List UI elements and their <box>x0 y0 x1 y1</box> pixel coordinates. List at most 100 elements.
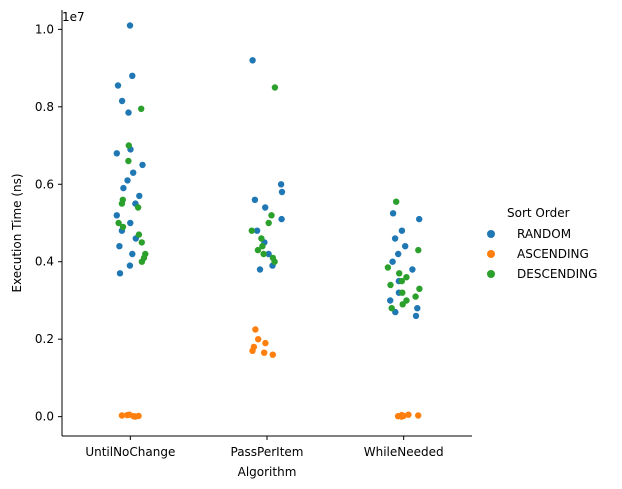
data-point-descending <box>398 277 405 285</box>
data-point-descending <box>118 200 126 207</box>
data-point-random <box>136 192 143 200</box>
data-point-descending <box>403 274 410 281</box>
data-point-random <box>391 235 399 242</box>
data-point-ascending <box>415 412 422 419</box>
data-point-random <box>262 204 269 211</box>
data-point-random <box>398 227 406 234</box>
data-point-random <box>389 210 397 217</box>
legend-marker-descending <box>487 270 495 278</box>
data-point-random <box>412 312 420 320</box>
data-point-descending <box>271 258 278 265</box>
data-point-random <box>116 270 124 277</box>
data-point-random <box>278 215 285 223</box>
legend-entries: RANDOM ASCENDING DESCENDING <box>487 227 597 281</box>
data-point-random <box>265 250 272 258</box>
data-point-random <box>414 305 421 312</box>
data-point-random <box>125 109 132 116</box>
data-point-descending <box>396 270 403 277</box>
x-tick-label: WhileNeeded <box>364 445 444 459</box>
legend: Sort Order RANDOM ASCENDING DESCENDING <box>487 206 597 281</box>
data-point-random <box>277 181 285 188</box>
data-point-descending <box>268 212 275 219</box>
legend-marker-random <box>487 230 495 238</box>
data-point-ascending <box>269 351 276 358</box>
y-tick-label: 1.0 <box>35 22 54 36</box>
data-point-random <box>409 266 416 273</box>
data-point-random <box>251 196 259 203</box>
data-point-random <box>256 266 264 273</box>
data-point-random <box>129 250 136 258</box>
data-point-descending <box>254 246 262 254</box>
data-point-descending <box>135 231 143 238</box>
data-point-random <box>124 177 131 184</box>
legend-label-ascending: ASCENDING <box>517 247 589 261</box>
data-point-random <box>127 219 134 227</box>
x-tick-label: UntilNoChange <box>85 445 175 459</box>
legend-title: Sort Order <box>507 206 570 220</box>
data-point-random <box>402 243 409 250</box>
legend-label-random: RANDOM <box>517 227 571 241</box>
x-ticks: UntilNoChange PassPerItem WhileNeeded <box>85 436 444 459</box>
data-point-random <box>113 212 121 219</box>
data-point-descending <box>416 285 423 292</box>
data-point-descending <box>138 258 146 265</box>
data-point-random <box>395 250 402 258</box>
y-tick-label: 0.6 <box>35 177 54 191</box>
data-point-ascending <box>261 349 268 356</box>
data-point-descending <box>260 250 267 258</box>
data-point-descending <box>412 293 419 300</box>
data-point-random <box>139 161 146 169</box>
data-point-descending <box>393 198 400 205</box>
data-point-descending <box>415 246 422 254</box>
data-point-descending <box>259 243 266 250</box>
data-point-descending <box>138 239 145 246</box>
data-point-random <box>130 169 137 176</box>
data-point-random <box>116 243 123 250</box>
data-point-descending <box>388 305 395 312</box>
data-point-ascending <box>405 411 412 418</box>
data-point-descending <box>258 235 265 242</box>
data-point-random <box>249 57 256 64</box>
data-point-random <box>114 82 122 89</box>
data-point-random <box>387 297 394 304</box>
data-point-descending <box>125 142 132 149</box>
data-point-ascending <box>262 339 269 347</box>
data-point-descending <box>271 84 279 91</box>
y-ticks: 0.0 0.2 0.4 0.6 0.8 1.0 <box>35 22 62 424</box>
y-axis-label: Execution Time (ns) <box>10 173 24 292</box>
y-tick-label: 0.2 <box>35 332 54 346</box>
data-point-descending <box>384 264 392 271</box>
data-point-descending <box>399 301 406 308</box>
data-point-random <box>120 184 127 192</box>
data-point-random <box>278 188 286 196</box>
x-tick-label: PassPerItem <box>231 445 304 459</box>
data-point-random <box>113 150 121 157</box>
data-point-ascending <box>118 412 126 419</box>
data-point-ascending <box>398 413 405 420</box>
data-point-descending <box>387 281 394 289</box>
data-points <box>113 22 423 420</box>
legend-label-descending: DESCENDING <box>517 267 597 281</box>
data-point-ascending <box>252 326 259 333</box>
data-point-ascending <box>249 347 256 354</box>
data-point-ascending <box>255 336 262 343</box>
data-point-random <box>416 215 423 223</box>
y-multiplier-label: 1e7 <box>62 10 85 24</box>
data-point-descending <box>399 289 406 296</box>
x-axis-label: Algorithm <box>238 465 297 479</box>
data-point-ascending <box>132 413 139 420</box>
data-point-random <box>118 97 126 105</box>
data-point-random <box>253 227 261 234</box>
data-point-descending <box>119 223 127 231</box>
data-point-descending <box>248 227 255 234</box>
data-point-descending <box>138 105 145 113</box>
legend-marker-ascending <box>487 250 495 258</box>
y-tick-label: 0.4 <box>35 255 54 269</box>
data-point-descending <box>125 157 132 165</box>
data-point-descending <box>265 219 272 227</box>
y-tick-label: 0.0 <box>35 410 54 424</box>
data-point-random <box>126 262 134 269</box>
data-point-ascending <box>124 411 131 419</box>
